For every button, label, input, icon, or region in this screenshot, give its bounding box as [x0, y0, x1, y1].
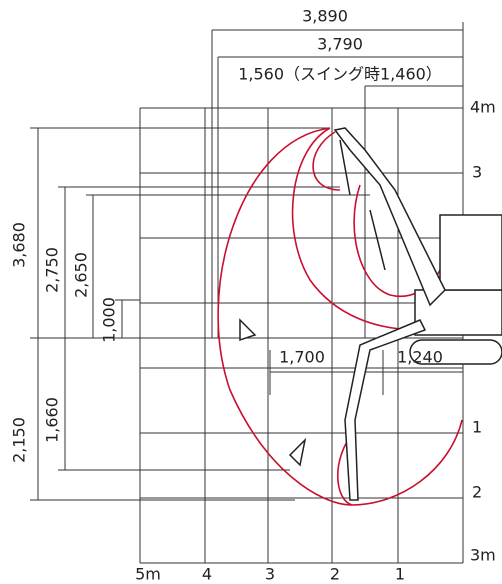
scale-label: 2: [330, 565, 340, 584]
dimension-label: 3,890: [302, 7, 348, 26]
scale-label: 3: [472, 163, 482, 182]
dimension-label: 1,240: [397, 348, 443, 367]
scale-label: 3: [265, 565, 275, 584]
grid: [139, 107, 464, 564]
dimension-label: 2,750: [43, 247, 62, 293]
scale-label: 4m: [470, 98, 496, 117]
dimension-label: 3,680: [10, 222, 29, 268]
dimension-label: 1,660: [43, 397, 62, 443]
excavator: [239, 127, 502, 501]
top-dimension-labels: 3,890 3,790 1,560（スイング時1,460）: [238, 7, 442, 84]
left-dimension-labels: 3,680 2,750 2,650 1,000 2,150 1,660: [10, 222, 119, 463]
scale-label: 3m: [470, 546, 496, 565]
dimension-label: 1,700: [279, 348, 325, 367]
scale-label: 5m: [135, 565, 161, 584]
scale-label: 1: [395, 565, 405, 584]
scale-label: 4: [202, 565, 212, 584]
dimension-lines: [30, 22, 464, 501]
dimension-label: 1,560（スイング時1,460）: [238, 65, 442, 84]
scale-label: 2: [472, 483, 482, 502]
dimension-label: 2,150: [10, 417, 29, 463]
dimension-label: 2,650: [72, 252, 91, 298]
vertical-scale: 4m 3 1 2 3m: [470, 98, 496, 565]
dimension-label: 1,000: [100, 297, 119, 343]
scale-label: 1: [472, 418, 482, 437]
dimension-label: 3,790: [317, 35, 363, 54]
reach-envelope: [217, 127, 463, 506]
horizontal-scale: 5m 4 3 2 1: [135, 565, 405, 584]
reach-labels: 1,700 1,240: [279, 348, 443, 367]
